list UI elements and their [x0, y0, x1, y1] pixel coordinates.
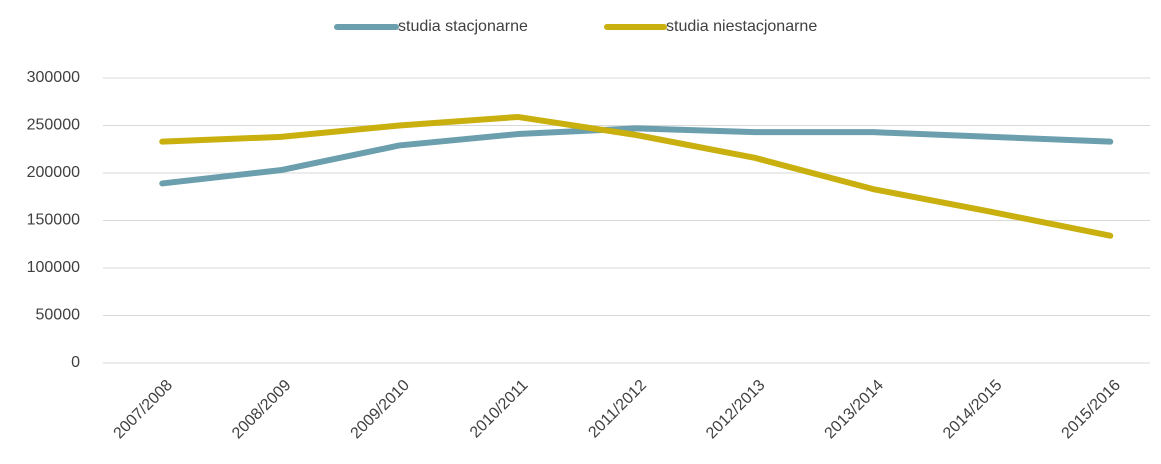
y-tick-label: 100000 — [27, 259, 80, 276]
y-tick-label: 300000 — [27, 69, 80, 86]
line — [159, 125, 1114, 187]
y-tick-label: 0 — [71, 354, 80, 371]
legend-label: studia stacjonarne — [398, 18, 528, 35]
x-tick-label: 2009/2010 — [348, 377, 414, 443]
x-tick-label: 2015/2016 — [1059, 377, 1125, 443]
y-tick-label: 200000 — [27, 164, 80, 181]
x-tick-label: 2007/2008 — [111, 377, 177, 443]
x-tick-label: 2011/2012 — [585, 377, 650, 442]
legend-label: studia niestacjonarne — [666, 18, 817, 35]
line — [159, 113, 1114, 239]
x-tick-label: 2012/2013 — [703, 377, 769, 443]
x-tick-label: 2008/2009 — [229, 377, 295, 443]
y-tick-label: 50000 — [36, 307, 81, 324]
y-tick-label: 150000 — [27, 212, 80, 229]
y-tick-label: 250000 — [27, 117, 80, 134]
x-tick-label: 2010/2011 — [467, 377, 532, 442]
x-tick-label: 2014/2015 — [940, 377, 1006, 443]
x-tick-label: 2013/2014 — [822, 377, 888, 443]
